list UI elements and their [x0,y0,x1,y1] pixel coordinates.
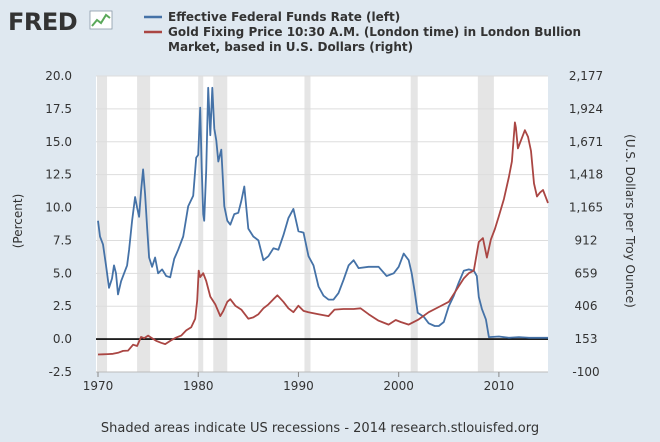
right-tick-label: 1,924 [569,102,603,116]
fred-logo: FRED [8,8,113,36]
right-tick-label: 406 [575,299,598,313]
recession-band [477,76,494,372]
legend: Effective Federal Funds Rate (left)Gold … [144,10,581,54]
right-tick-label: 912 [575,233,598,247]
right-axis: 2,177 1,924 1,671 1,418 1,165 912 659 406 153 -10… [569,69,603,379]
left-tick-label: -2.5 [49,365,72,379]
left-tick-label: 10.0 [45,201,72,215]
recession-band [198,76,204,372]
series-line-1 [97,121,549,356]
left-tick-label: 20.0 [45,69,72,83]
right-axis-title: (U.S. Dollars per Troy Ounce) [623,134,637,308]
plot-area [96,75,549,373]
footer-note: Shaded areas indicate US recessions - 20… [101,421,539,436]
recession-band [137,76,151,372]
left-tick-label: 0.0 [53,332,72,346]
left-tick-label: 7.5 [53,233,72,247]
legend-label-1: Gold Fixing Price 10:30 A.M. (London tim… [168,25,581,39]
x-tick-label: 1970 [83,379,114,393]
left-tick-label: 15.0 [45,135,72,149]
right-tick-label: 1,671 [569,135,603,149]
right-tick-label: 659 [575,266,598,280]
left-axis-title: (Percent) [11,194,25,249]
fred-logo-chart-icon [89,10,113,30]
right-tick-label: 2,177 [569,69,603,83]
series-line-0 [97,86,548,339]
left-tick-label: 17.5 [45,102,72,116]
x-tick-label: 2000 [383,379,414,393]
left-tick-label: 5.0 [53,266,72,280]
right-tick-label: -100 [572,365,599,379]
x-tick-label: 1980 [183,379,214,393]
left-tick-label: 2.5 [53,299,72,313]
right-tick-label: 1,165 [569,201,603,215]
x-tick-label: 2010 [484,379,515,393]
plot-background [96,76,548,372]
recession-band [213,76,228,372]
left-axis: 20.0 17.5 15.0 12.5 10.0 7.5 5.0 2.5 0.0 -2.5 [45,69,72,379]
right-tick-label: 153 [575,332,598,346]
legend-label-0: Effective Federal Funds Rate (left) [168,10,400,24]
recession-band [304,76,311,372]
recession-band [410,76,418,372]
x-tick-label: 1990 [283,379,314,393]
recession-band [97,76,108,372]
x-axis: 1970 1980 1990 2000 2010 [83,371,548,393]
right-tick-label: 1,418 [569,168,603,182]
legend-label-1: Market, based in U.S. Dollars (right) [168,40,413,54]
fred-logo-text: FRED [8,8,77,36]
left-tick-label: 12.5 [45,168,72,182]
